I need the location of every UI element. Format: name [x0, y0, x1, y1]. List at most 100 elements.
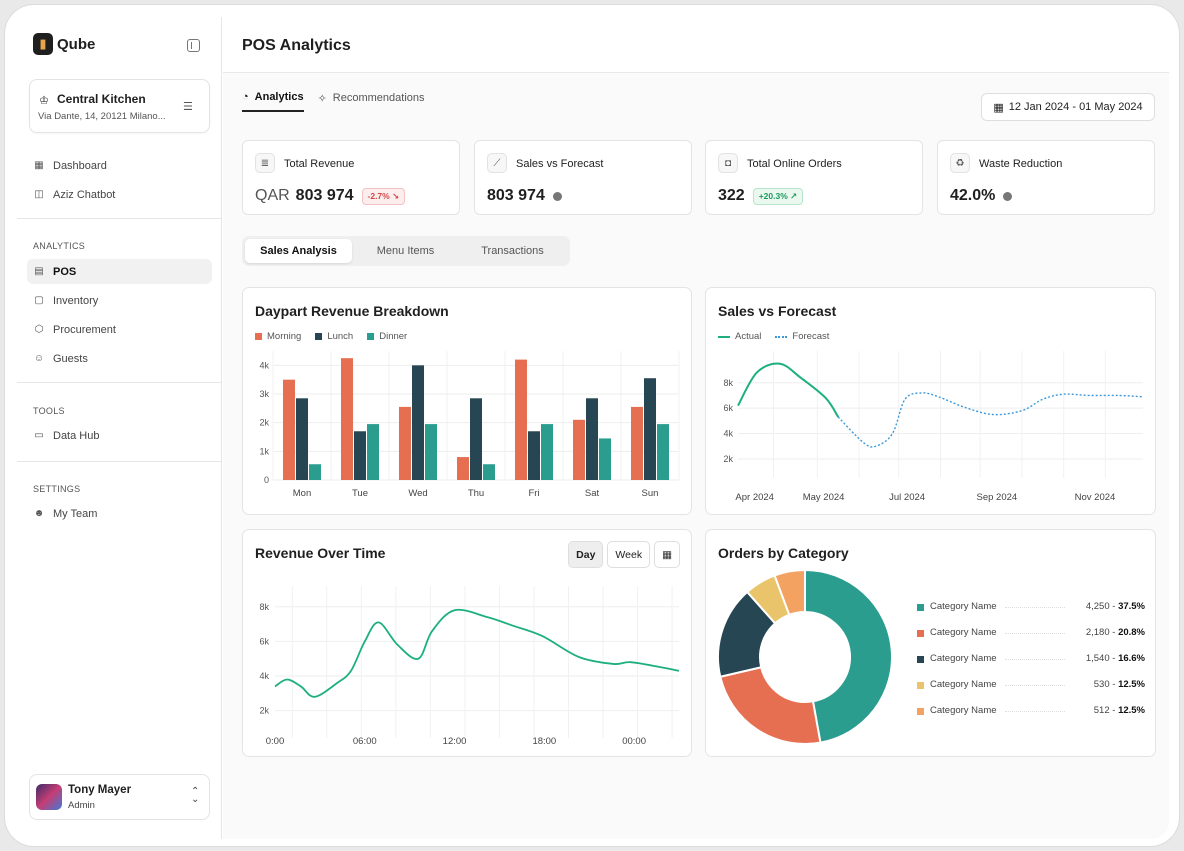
y-tick-label: 4k	[723, 429, 733, 439]
info-icon[interactable]	[1003, 191, 1013, 201]
collapse-sidebar-icon[interactable]	[187, 39, 200, 52]
nav-top: ▦ Dashboard ◫ Aziz Chatbot	[27, 153, 212, 211]
y-tick-label: 8k	[723, 378, 733, 388]
subtab-transactions[interactable]: Transactions	[481, 245, 544, 257]
sidebar-item-procurement[interactable]: ⬡ Procurement	[27, 317, 212, 342]
recycle-icon: ♻	[950, 153, 970, 173]
legend-row[interactable]: Category Name 2,180 - 20.8%	[917, 626, 1145, 652]
donut-slice	[719, 666, 822, 745]
x-tick-label: 12:00	[443, 736, 467, 747]
sidebar-item-inventory[interactable]: ▢ Inventory	[27, 288, 212, 313]
legend-actual[interactable]: Actual	[718, 331, 761, 342]
y-tick-label: 8k	[259, 602, 269, 612]
donut-slice	[804, 568, 893, 744]
x-tick-label: 00:00	[622, 736, 646, 747]
tab-recommendations[interactable]: ✧ Recommendations	[318, 91, 425, 112]
daypart-revenue-card: Daypart Revenue Breakdown Morning Lunch …	[242, 287, 692, 515]
x-tick-label: Sun	[642, 488, 659, 499]
bot-icon: ◫	[34, 189, 44, 200]
bar	[470, 398, 482, 480]
divider	[17, 218, 222, 219]
legend-row[interactable]: Category Name 512 - 12.5%	[917, 704, 1145, 730]
x-tick-label: Jul 2024	[889, 492, 925, 503]
actual-line	[737, 362, 840, 418]
day-button[interactable]: Day	[568, 541, 604, 568]
bar	[515, 359, 527, 480]
category-legend: Category Name 4,250 - 37.5% Category Name…	[917, 600, 1145, 730]
nav-settings: ☻ My Team	[27, 501, 212, 530]
location-selector[interactable]: ♔ Central Kitchen Via Dante, 14, 20121 M…	[29, 79, 210, 133]
bar	[586, 398, 598, 480]
bar	[599, 438, 611, 480]
legend-forecast[interactable]: Forecast	[775, 331, 829, 342]
calendar-button[interactable]: ▦	[654, 541, 680, 568]
kpi-label: Waste Reduction	[979, 158, 1063, 170]
main-content: POS Analytics ◔ Analytics ✧ Recommendati…	[223, 17, 1169, 839]
nav-analytics: ▤ POS ▢ Inventory ⬡ Procurement ☺ Guests	[27, 259, 212, 375]
x-tick-label: Mon	[293, 488, 311, 499]
x-tick-label: May 2024	[803, 492, 845, 503]
sidebar: ▮ Qube ♔ Central Kitchen Via Dante, 14, …	[17, 17, 222, 839]
clipboard-icon: ▢	[34, 295, 44, 306]
sales-vs-forecast-card: Sales vs Forecast Actual Forecast 2k 4k 6k…	[705, 287, 1156, 515]
line-chart-icon: ⟋	[487, 153, 507, 173]
x-tick-label: Wed	[408, 488, 427, 499]
x-tick-label: Sat	[585, 488, 600, 499]
kpi-card-total-online-orders: ◘ Total Online Orders 322 +20.3% ↗	[705, 140, 923, 215]
forecast-line	[837, 392, 1144, 448]
grid-icon: ▦	[34, 160, 44, 171]
sidebar-item-label: My Team	[53, 507, 98, 520]
legend-dinner[interactable]: Dinner	[367, 331, 407, 342]
date-range-picker[interactable]: ▦ 12 Jan 2024 - 01 May 2024	[981, 93, 1155, 121]
kpi-card-waste-reduction: ♻ Waste Reduction 42.0%	[937, 140, 1155, 215]
app-frame: ▮ Qube ♔ Central Kitchen Via Dante, 14, …	[4, 4, 1180, 847]
x-tick-label: Apr 2024	[735, 492, 774, 503]
brand-logo[interactable]: ▮ Qube	[33, 33, 95, 55]
sidebar-item-label: POS	[53, 265, 77, 278]
sidebar-item-data-hub[interactable]: ▭ Data Hub	[27, 423, 212, 448]
sidebar-item-my-team[interactable]: ☻ My Team	[27, 501, 212, 526]
revenue-line	[274, 608, 680, 698]
sidebar-item-aziz-chatbot[interactable]: ◫ Aziz Chatbot	[27, 182, 212, 207]
week-button[interactable]: Week	[607, 541, 651, 568]
shopping-bag-icon: ◘	[718, 153, 738, 173]
legend-row[interactable]: Category Name 530 - 12.5%	[917, 678, 1145, 704]
orders-donut-chart	[717, 568, 893, 745]
bar	[657, 424, 669, 480]
bar	[457, 457, 469, 480]
legend-row[interactable]: Category Name 1,540 - 16.6%	[917, 652, 1145, 678]
bar	[541, 424, 553, 480]
currency-prefix: QAR	[255, 187, 290, 204]
list-tree-icon[interactable]: ☰	[183, 101, 193, 113]
section-title-settings: SETTINGS	[33, 484, 81, 494]
calendar-icon: ▦	[993, 101, 1004, 114]
y-tick-label: 3k	[259, 389, 269, 399]
bar	[528, 431, 540, 480]
sidebar-item-pos[interactable]: ▤ POS	[27, 259, 212, 284]
user-menu[interactable]: Tony Mayer Admin ⌃ ⌄	[29, 774, 210, 820]
subtab-menu-items[interactable]: Menu Items	[376, 245, 435, 257]
tab-analytics[interactable]: ◔ Analytics	[242, 91, 304, 112]
trend-badge: +20.3% ↗	[752, 187, 804, 205]
bar	[425, 424, 437, 480]
kpi-number: 322	[718, 187, 745, 204]
legend-lunch[interactable]: Lunch	[315, 331, 353, 342]
kpi-label: Total Online Orders	[747, 158, 842, 170]
chevron-up-down-icon: ⌃ ⌄	[191, 786, 200, 805]
database-icon: ≣	[255, 153, 275, 173]
legend-row[interactable]: Category Name 4,250 - 37.5%	[917, 600, 1145, 626]
sidebar-item-dashboard[interactable]: ▦ Dashboard	[27, 153, 212, 178]
legend-morning[interactable]: Morning	[255, 331, 301, 342]
subtab-sales-analysis[interactable]: Sales Analysis	[245, 239, 352, 263]
kpi-label: Sales vs Forecast	[516, 158, 604, 170]
sidebar-item-guests[interactable]: ☺ Guests	[27, 346, 212, 371]
calendar-icon: ▦	[662, 548, 672, 561]
y-tick-label: 2k	[723, 454, 733, 464]
app-window: ▮ Qube ♔ Central Kitchen Via Dante, 14, …	[17, 17, 1169, 839]
y-tick-label: 4k	[259, 671, 269, 681]
bar	[341, 358, 353, 480]
kpi-number: 42.0%	[950, 187, 996, 204]
info-icon[interactable]	[552, 191, 562, 201]
page-title: POS Analytics	[242, 37, 351, 54]
kpi-number: 803 974	[487, 187, 545, 204]
